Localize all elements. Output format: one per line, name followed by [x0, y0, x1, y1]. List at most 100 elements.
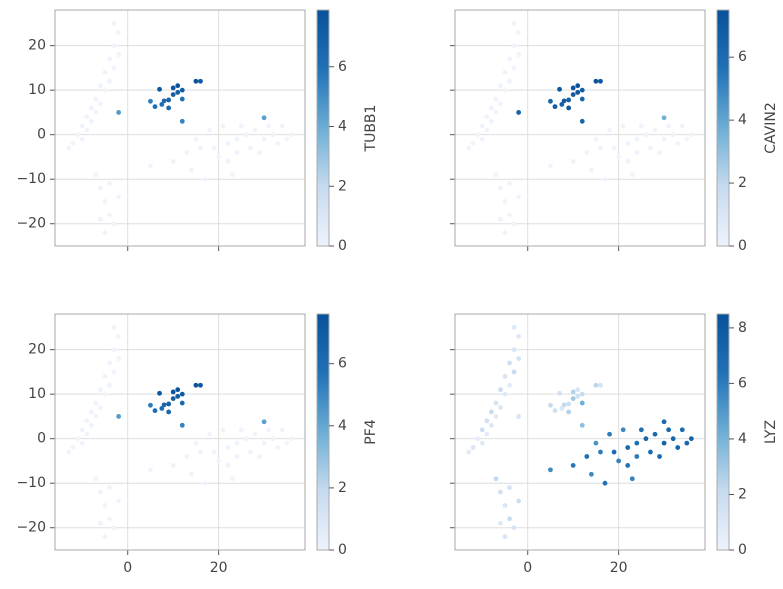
scatter-point: [548, 402, 553, 408]
scatter-point: [229, 172, 235, 178]
scatter-point: [516, 52, 522, 57]
scatter-point: [502, 230, 508, 236]
scatter-point: [688, 132, 694, 138]
scatter-point: [284, 440, 290, 446]
scatter-point: [102, 199, 108, 204]
scatter-point: [220, 123, 226, 129]
scatter-point: [652, 127, 658, 133]
scatter-point: [148, 402, 153, 408]
scatter-point: [566, 105, 572, 111]
scatter-point: [570, 396, 576, 402]
scatter-point: [279, 427, 285, 433]
scatter-point: [175, 393, 181, 399]
scatter-point: [511, 65, 517, 71]
scatter-point: [648, 449, 653, 455]
scatter-point: [607, 431, 612, 437]
scatter-point: [598, 78, 603, 84]
scatter-point: [175, 387, 181, 393]
scatter-point: [570, 92, 576, 98]
scatter-point: [570, 158, 576, 164]
scatter-point: [602, 480, 608, 486]
scatter-point: [552, 408, 558, 414]
y-tick-label: −20: [16, 520, 46, 536]
scatter-point: [98, 405, 103, 410]
scatter-point: [593, 136, 599, 142]
colorbar: [716, 9, 730, 247]
scatter-point: [107, 516, 112, 522]
scatter-point: [111, 525, 117, 531]
scatter-point: [257, 150, 262, 155]
scatter-point: [552, 104, 558, 110]
scatter-point: [257, 454, 262, 459]
scatter-point: [261, 440, 267, 446]
scatter-point: [179, 96, 185, 102]
scatter-point: [502, 534, 508, 540]
scatter-point: [198, 449, 203, 455]
scatter-point: [498, 101, 503, 106]
scatter-point: [148, 98, 153, 104]
scatter-point: [675, 141, 681, 146]
scatter-point: [502, 69, 508, 75]
colorbar-tick-label: 2: [738, 175, 747, 191]
plot-frame: [54, 313, 306, 551]
scatter-point: [66, 145, 72, 151]
scatter-point: [116, 194, 122, 200]
scatter-point: [148, 467, 153, 473]
scatter-point: [625, 141, 631, 146]
plot-frame: [54, 9, 306, 247]
scatter-point: [588, 167, 594, 173]
scatter-point: [516, 414, 522, 419]
scatter-point: [179, 118, 185, 124]
scatter-point: [193, 136, 199, 142]
scatter-point: [479, 440, 485, 446]
scatter-point: [102, 230, 108, 236]
scatter-point: [479, 123, 485, 129]
scatter-point: [179, 391, 185, 397]
scatter-point: [511, 347, 517, 353]
scatter-point: [593, 382, 599, 388]
scatter-point: [166, 105, 172, 111]
scatter-point: [498, 83, 503, 89]
scatter-point: [466, 145, 472, 151]
scatter-point: [661, 115, 667, 121]
scatter-point: [179, 422, 185, 428]
scatter-point: [548, 98, 553, 104]
scatter-point: [493, 96, 499, 102]
scatter-point: [570, 389, 576, 395]
scatter-point: [557, 86, 562, 92]
scatter-point: [211, 449, 217, 455]
scatter-point: [238, 123, 244, 129]
scatter-point: [198, 78, 203, 84]
scatter-point: [234, 150, 240, 155]
scatter-point: [666, 123, 672, 129]
scatter-point: [84, 114, 90, 120]
colorbar: [316, 313, 330, 551]
scatter-point: [679, 123, 685, 129]
scatter-point: [502, 199, 508, 204]
scatter-point: [229, 476, 235, 482]
scatter-point: [98, 489, 103, 495]
scatter-point: [634, 150, 640, 155]
scatter-point: [84, 418, 90, 424]
scatter-point: [75, 436, 81, 442]
scatter-point: [166, 409, 172, 415]
scatter-point: [234, 440, 240, 446]
scatter-point: [507, 516, 512, 522]
scatter-point: [216, 154, 222, 160]
colorbar-tick-label: 0: [338, 238, 347, 254]
scatter-point: [275, 141, 281, 146]
scatter-point: [616, 458, 622, 464]
scatter-point: [266, 123, 272, 129]
scatter-point: [516, 194, 522, 200]
scatter-point: [170, 85, 176, 91]
scatter-point: [559, 406, 565, 411]
colorbar-tick-label: 2: [738, 486, 747, 502]
scatter-point: [93, 172, 99, 178]
scatter-point: [634, 136, 640, 142]
scatter-point: [198, 382, 203, 388]
scatter-point: [79, 427, 85, 433]
scatter-point: [202, 176, 208, 182]
scatter-point: [579, 96, 585, 102]
colorbar-tick-label: 6: [338, 59, 347, 75]
scatter-point: [225, 445, 231, 450]
